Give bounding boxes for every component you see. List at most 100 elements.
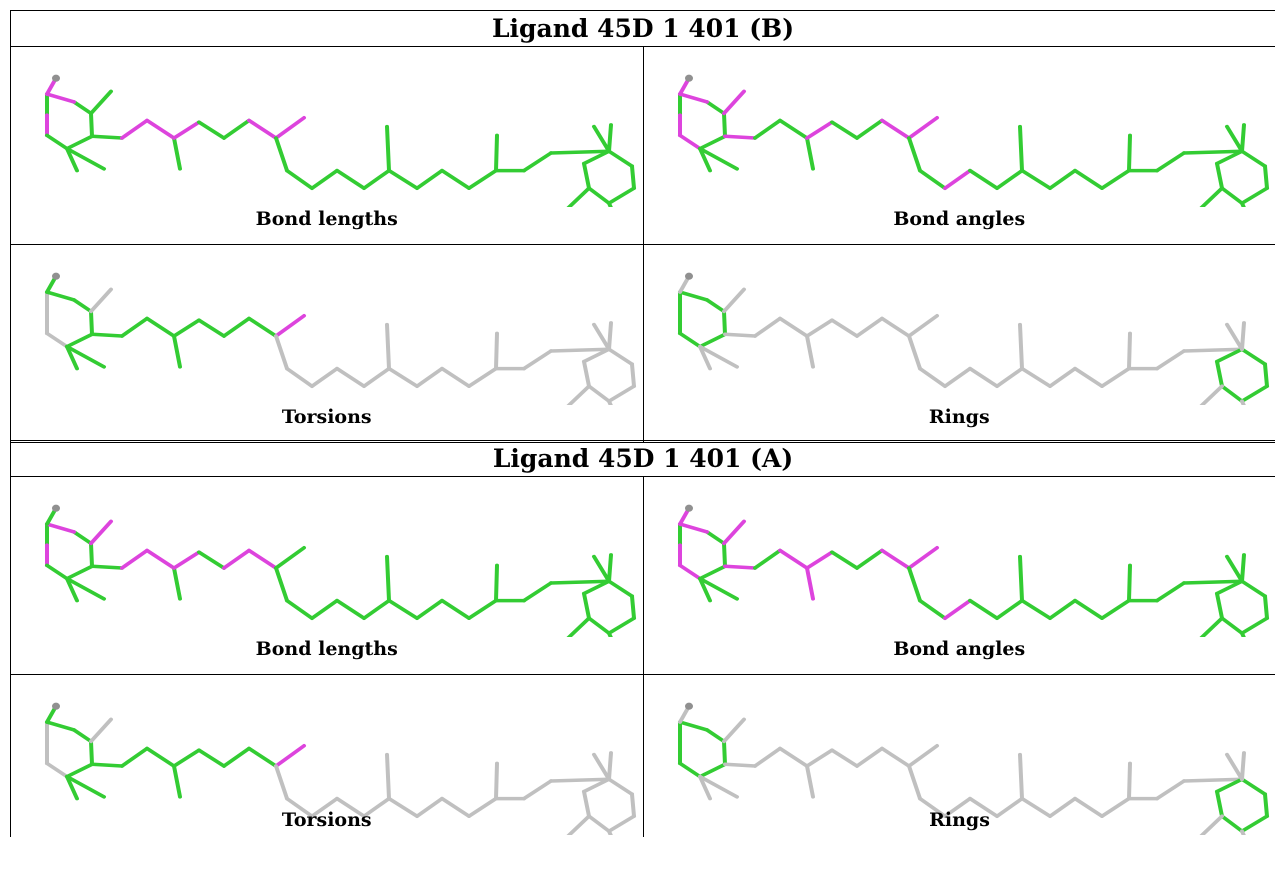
bond [494,133,499,173]
bond [1239,186,1269,205]
bond [1214,789,1224,818]
bond [1181,579,1244,585]
bond [582,347,611,364]
bond [697,344,739,369]
bond [994,366,1024,388]
bond [804,764,815,799]
bond [677,522,709,534]
bond-lengths-panel: Bond lengths [10,476,644,675]
bond [90,134,124,140]
bond [854,548,884,570]
bond [582,161,591,190]
bond [1154,349,1186,371]
bond [829,120,859,140]
bond [197,748,226,768]
bond [72,530,93,546]
bond [1239,777,1267,796]
bond [587,384,611,403]
bond [310,598,339,620]
bond [582,789,591,818]
bond [494,563,499,603]
bond [65,564,94,581]
bond [752,316,782,338]
bond [607,616,636,635]
bond [1239,616,1269,635]
bond [172,550,201,570]
bond [172,748,201,768]
bond [677,563,702,581]
bond [704,100,726,116]
bond [1262,792,1269,818]
bond [879,548,911,570]
bond [1219,384,1244,403]
bond [387,796,419,818]
bond [440,796,471,818]
ligand-title: Ligand 45D 1 401 (A) [10,440,1275,477]
bond [145,548,176,570]
bond [879,118,911,140]
bond [197,550,226,570]
bond [45,290,76,302]
bond [197,318,226,338]
panel-label: Bond angles [893,638,1026,660]
bond [582,591,591,620]
bond [310,366,339,388]
panel-label: Rings [928,406,990,428]
bond [677,331,702,349]
bond [592,322,611,351]
bond [1099,366,1131,388]
bond [467,366,498,388]
bond [1099,796,1131,818]
bond [994,796,1024,818]
bond [607,399,613,405]
bond [630,164,636,190]
bond [804,318,834,338]
bond [607,384,636,403]
bond [285,168,314,190]
bond [854,746,884,768]
bond [1239,201,1246,207]
bond [1017,752,1024,801]
bond [1019,366,1052,388]
bond [89,309,94,337]
bond [274,546,306,570]
bond [829,550,859,570]
bond [607,777,634,796]
bond [721,519,746,546]
bond [1047,796,1077,818]
terminal-atom [684,702,693,710]
bond [1219,616,1244,635]
bond [89,519,113,546]
bond [89,739,94,767]
bond [65,134,94,151]
bond [704,728,726,744]
bond [90,762,124,768]
bond [415,366,444,388]
bond [65,774,106,799]
bond [89,717,113,744]
bond [1072,168,1104,190]
molecule-diagram [677,74,1269,207]
bond [1072,366,1104,388]
bond [549,347,611,353]
bond [942,168,972,190]
bond [1181,347,1244,353]
bond [697,146,712,173]
bond [274,314,306,338]
bond [274,764,289,801]
bond [65,146,79,173]
bond [335,598,366,620]
bond [607,829,613,835]
bond [630,792,636,818]
bond [335,168,366,190]
bond [630,594,636,620]
bond [804,566,815,601]
bond [607,186,636,205]
bond [942,796,972,818]
bond [967,598,999,620]
ligand-table-a: Ligand 45D 1 401 (A) Bond lengths Bond a… [10,440,1275,837]
bond [467,598,498,620]
bond [145,118,176,140]
bond [607,579,634,598]
bond [1019,598,1052,620]
